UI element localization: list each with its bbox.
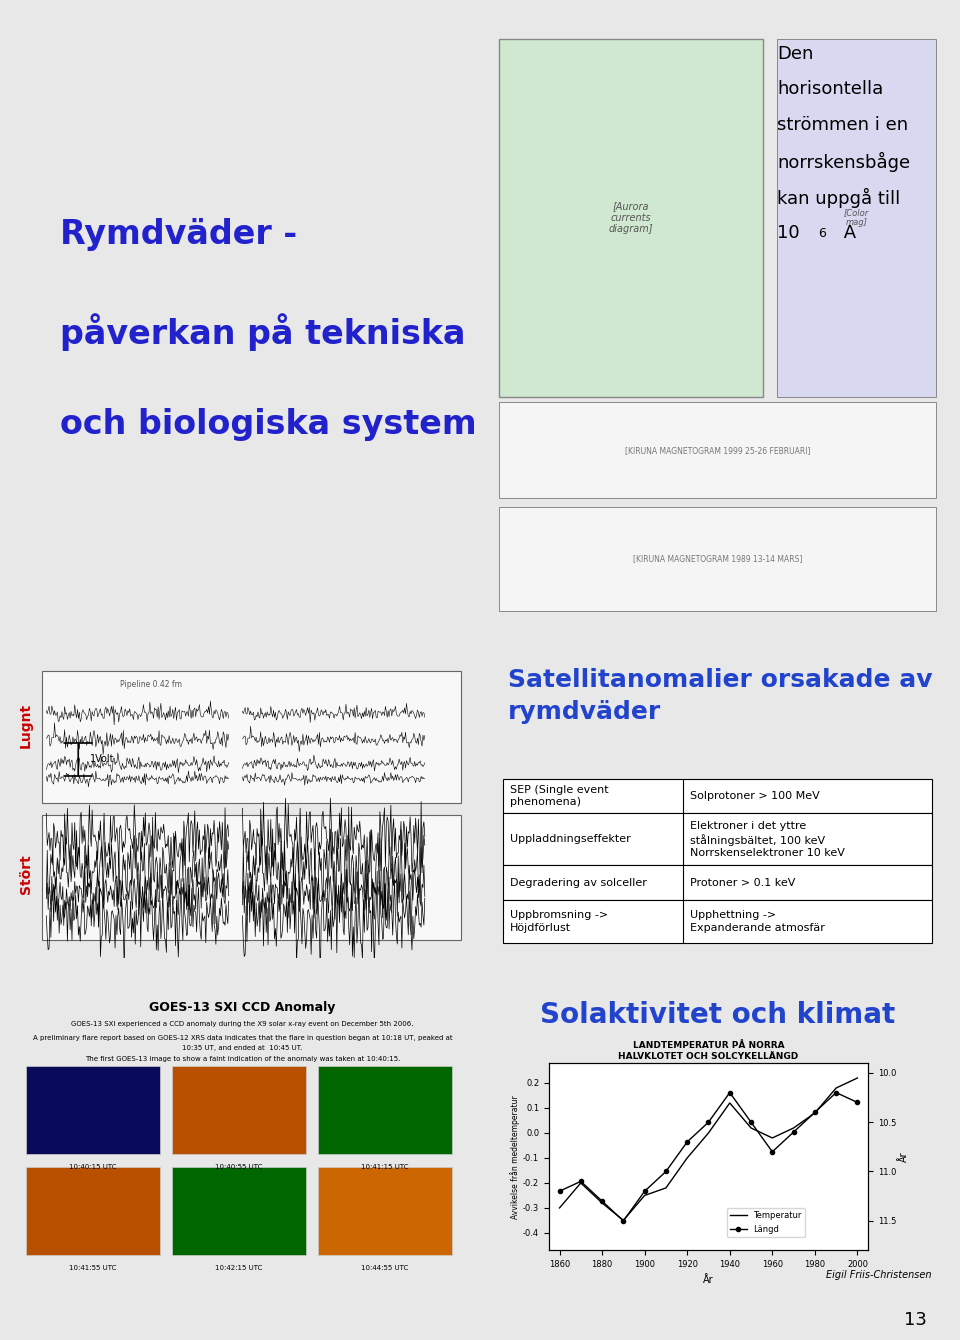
Legend: Temperatur, Längd: Temperatur, Längd bbox=[727, 1209, 805, 1237]
Längd bbox=[830, 1084, 842, 1100]
Text: horisontella: horisontella bbox=[777, 80, 883, 98]
Text: och biologiska system: och biologiska system bbox=[60, 409, 476, 441]
FancyBboxPatch shape bbox=[499, 39, 763, 397]
Temperatur bbox=[830, 1080, 842, 1096]
Text: 6: 6 bbox=[818, 226, 826, 240]
Text: Solaktivitet och klimat: Solaktivitet och klimat bbox=[540, 1001, 896, 1029]
Längd bbox=[639, 1183, 651, 1199]
FancyBboxPatch shape bbox=[503, 900, 932, 943]
Temperatur bbox=[596, 1195, 608, 1211]
Text: [Color
mag]: [Color mag] bbox=[844, 208, 870, 228]
Temperatur bbox=[554, 1199, 565, 1215]
Text: Solprotoner > 100 MeV: Solprotoner > 100 MeV bbox=[690, 791, 820, 801]
Text: 10: 10 bbox=[777, 224, 800, 241]
Temperatur bbox=[767, 1130, 779, 1146]
Text: Upphettning ->
Expanderande atmosfär: Upphettning -> Expanderande atmosfär bbox=[690, 910, 825, 933]
FancyBboxPatch shape bbox=[503, 813, 932, 866]
Längd bbox=[724, 1084, 735, 1100]
FancyBboxPatch shape bbox=[26, 1167, 160, 1254]
FancyBboxPatch shape bbox=[499, 402, 937, 498]
Text: GOES-13 SXI CCD Anomaly: GOES-13 SXI CCD Anomaly bbox=[149, 1001, 336, 1013]
Längd bbox=[617, 1213, 629, 1229]
Text: Elektroner i det yttre
stålningsbältet, 100 keV
Norrskenselektroner 10 keV: Elektroner i det yttre stålningsbältet, … bbox=[690, 820, 845, 858]
Line: Temperatur: Temperatur bbox=[560, 1077, 857, 1221]
Text: 10:40:15 UTC: 10:40:15 UTC bbox=[69, 1164, 117, 1170]
Text: strömmen i en: strömmen i en bbox=[777, 117, 908, 134]
FancyBboxPatch shape bbox=[172, 1167, 306, 1254]
Text: Stört: Stört bbox=[19, 855, 33, 894]
FancyBboxPatch shape bbox=[503, 779, 932, 813]
Text: [KIRUNA MAGNETOGRAM 1999 25-26 FEBRUARI]: [KIRUNA MAGNETOGRAM 1999 25-26 FEBRUARI] bbox=[625, 446, 810, 454]
Text: påverkan på tekniska: påverkan på tekniska bbox=[60, 314, 466, 351]
Text: A: A bbox=[838, 224, 856, 241]
Längd bbox=[809, 1104, 821, 1120]
Temperatur bbox=[809, 1106, 821, 1122]
Text: 10:35 UT, and ended at  10:45 UT.: 10:35 UT, and ended at 10:45 UT. bbox=[182, 1045, 302, 1051]
Längd bbox=[703, 1114, 714, 1130]
Text: norrskensbåge: norrskensbåge bbox=[777, 151, 910, 172]
Temperatur bbox=[788, 1120, 800, 1136]
Text: 10:42:15 UTC: 10:42:15 UTC bbox=[215, 1265, 263, 1272]
X-axis label: År: År bbox=[703, 1274, 714, 1285]
Längd bbox=[788, 1124, 800, 1140]
Längd bbox=[596, 1193, 608, 1209]
Text: 1Volt: 1Volt bbox=[89, 754, 114, 764]
Text: kan uppgå till: kan uppgå till bbox=[777, 188, 900, 208]
Text: [Aurora
currents
diagram]: [Aurora currents diagram] bbox=[609, 201, 653, 234]
Temperatur bbox=[703, 1124, 714, 1140]
Text: 10:41:55 UTC: 10:41:55 UTC bbox=[69, 1265, 117, 1272]
Line: Längd: Längd bbox=[558, 1091, 859, 1223]
Text: [KIRUNA MAGNETOGRAM 1989 13-14 MARS]: [KIRUNA MAGNETOGRAM 1989 13-14 MARS] bbox=[633, 555, 803, 563]
Text: Eigil Friis-Christensen: Eigil Friis-Christensen bbox=[827, 1270, 932, 1280]
FancyBboxPatch shape bbox=[777, 39, 937, 397]
FancyBboxPatch shape bbox=[499, 507, 937, 611]
Temperatur bbox=[724, 1095, 735, 1111]
Text: GOES-13 SXI experienced a CCD anomaly during the X9 solar x-ray event on Decembe: GOES-13 SXI experienced a CCD anomaly du… bbox=[71, 1021, 414, 1028]
Längd bbox=[682, 1134, 693, 1150]
FancyBboxPatch shape bbox=[26, 1067, 160, 1154]
FancyBboxPatch shape bbox=[172, 1067, 306, 1154]
Text: 13: 13 bbox=[903, 1312, 926, 1329]
Text: 10:40:55 UTC: 10:40:55 UTC bbox=[215, 1164, 263, 1170]
Text: 10:44:55 UTC: 10:44:55 UTC bbox=[361, 1265, 409, 1272]
Temperatur bbox=[745, 1120, 756, 1136]
FancyBboxPatch shape bbox=[42, 815, 461, 941]
Text: Lugnt: Lugnt bbox=[19, 702, 33, 748]
FancyBboxPatch shape bbox=[318, 1067, 452, 1154]
Text: Rymdväder -: Rymdväder - bbox=[60, 217, 298, 251]
Temperatur bbox=[682, 1150, 693, 1166]
Temperatur bbox=[639, 1187, 651, 1203]
Längd bbox=[852, 1095, 863, 1111]
Text: Uppladdningseffekter: Uppladdningseffekter bbox=[510, 835, 631, 844]
Längd bbox=[575, 1174, 587, 1190]
Text: 10:41:15 UTC: 10:41:15 UTC bbox=[361, 1164, 409, 1170]
Text: Degradering av solceller: Degradering av solceller bbox=[510, 878, 647, 887]
FancyBboxPatch shape bbox=[318, 1167, 452, 1254]
Temperatur bbox=[575, 1175, 587, 1191]
Längd bbox=[660, 1163, 672, 1179]
Text: Satellitanomalier orsakade av
rymdväder: Satellitanomalier orsakade av rymdväder bbox=[508, 669, 932, 724]
Text: SEP (Single event
phenomena): SEP (Single event phenomena) bbox=[510, 785, 609, 807]
Temperatur bbox=[617, 1213, 629, 1229]
FancyBboxPatch shape bbox=[42, 671, 461, 803]
Text: Uppbromsning ->
Höjdförlust: Uppbromsning -> Höjdförlust bbox=[510, 910, 609, 933]
Temperatur bbox=[852, 1069, 863, 1085]
Temperatur bbox=[660, 1181, 672, 1197]
Längd bbox=[745, 1114, 756, 1130]
FancyBboxPatch shape bbox=[503, 866, 932, 900]
Längd bbox=[554, 1183, 565, 1199]
Title: LANDTEMPERATUR PÅ NORRA
HALVKLOTET OCH SOLCYKELLÄNGD: LANDTEMPERATUR PÅ NORRA HALVKLOTET OCH S… bbox=[618, 1041, 799, 1061]
Y-axis label: Avvikelse från medeltemperatur: Avvikelse från medeltemperatur bbox=[511, 1095, 520, 1218]
Text: Pipeline 0.42 fm: Pipeline 0.42 fm bbox=[120, 681, 182, 689]
Text: A preliminary flare report based on GOES-12 XRS data indicates that the flare in: A preliminary flare report based on GOES… bbox=[33, 1034, 452, 1041]
Text: The first GOES-13 image to show a faint indication of the anomaly was taken at 1: The first GOES-13 image to show a faint … bbox=[84, 1056, 400, 1061]
Längd bbox=[767, 1144, 779, 1160]
Y-axis label: År: År bbox=[899, 1151, 909, 1162]
Text: Den: Den bbox=[777, 44, 813, 63]
Text: Protoner > 0.1 keV: Protoner > 0.1 keV bbox=[690, 878, 796, 887]
